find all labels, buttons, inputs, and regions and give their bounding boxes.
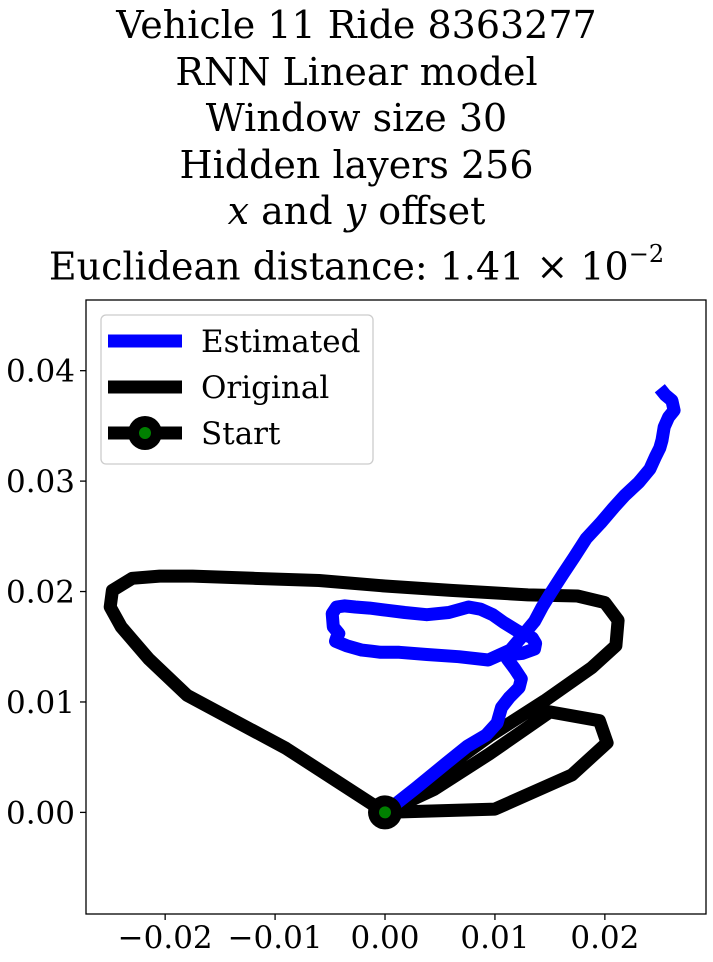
start-marker-dot — [379, 806, 392, 819]
title-line-window: Window size 30 — [205, 96, 508, 140]
title-distance-exponent: −2 — [628, 239, 665, 268]
title-x-symbol: x — [227, 189, 250, 233]
y-axis: 0.00 0.01 0.02 0.03 0.04 — [6, 354, 86, 831]
legend-start-label: Start — [201, 416, 281, 452]
title-line-hidden: Hidden layers 256 — [179, 142, 534, 187]
title-and-word: and — [249, 189, 345, 233]
title-distance-prefix: Euclidean distance: 1.41 × 10 — [48, 244, 629, 289]
y-tick-label: 0.01 — [6, 685, 75, 721]
title-y-symbol: y — [344, 189, 367, 233]
x-tick-label: −0.02 — [118, 920, 213, 956]
x-tick-label: 0.01 — [460, 920, 529, 956]
legend: Estimated Original Start — [100, 314, 374, 465]
plot-lines — [103, 384, 681, 830]
plot-frame — [85, 299, 707, 915]
y-tick-label: 0.00 — [6, 795, 75, 831]
title-line-vehicle: Vehicle 11 Ride 8363277 — [116, 3, 597, 47]
y-tick-label: 0.04 — [6, 354, 75, 390]
title-line-offset: x and y offset — [0, 188, 713, 235]
x-tick-label: 0.00 — [350, 920, 419, 956]
series-line-estimated — [325, 384, 681, 818]
y-tick-label: 0.03 — [6, 464, 75, 500]
x-tick-label: −0.01 — [228, 920, 323, 956]
title-line-model: RNN Linear model — [175, 49, 538, 94]
title-line-distance: Euclidean distance: 1.41 × 10−2 — [0, 235, 713, 290]
legend-original-label: Original — [201, 370, 329, 406]
chart-title: Vehicle 11 Ride 8363277 RNN Linear model… — [0, 2, 713, 290]
x-axis: −0.02 −0.01 0.00 0.01 0.02 — [118, 914, 639, 956]
x-tick-label: 0.02 — [570, 920, 639, 956]
legend-estimated-label: Estimated — [201, 324, 360, 360]
y-tick-label: 0.02 — [6, 575, 75, 611]
title-offset-word: offset — [366, 189, 486, 233]
series-line-original — [103, 569, 625, 819]
legend-start-marker-dot — [139, 427, 151, 439]
